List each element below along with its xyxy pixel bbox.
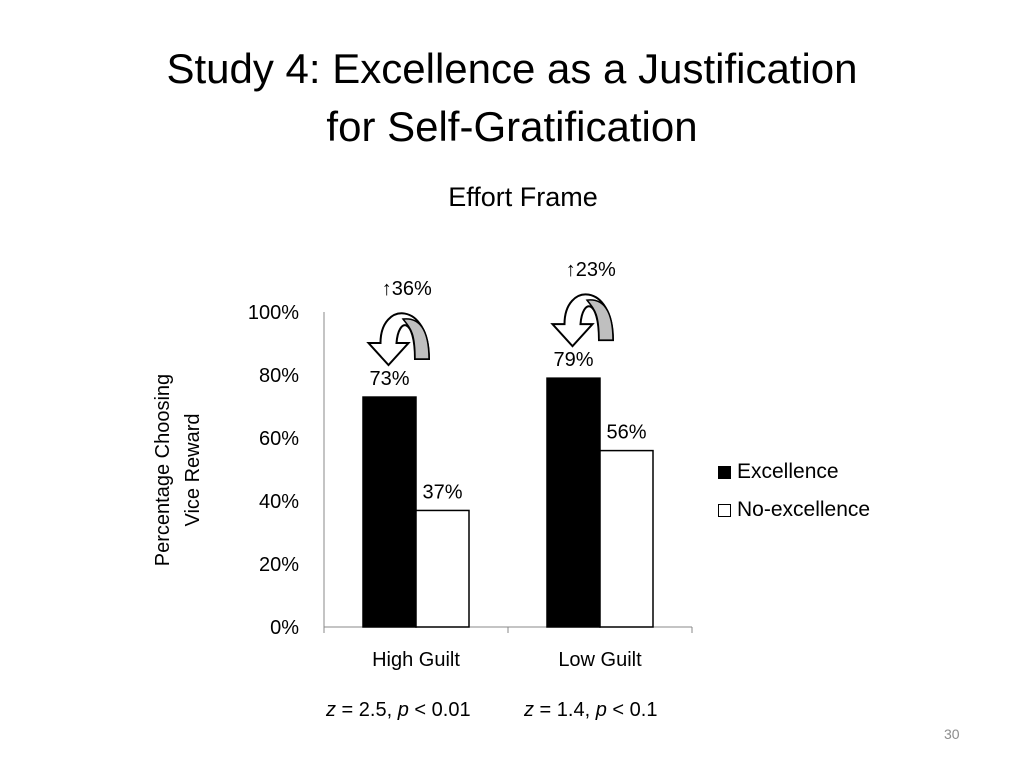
legend-item-no-excellence: No-excellence bbox=[718, 491, 870, 529]
slide-title-line-1: Study 4: Excellence as a Justification bbox=[166, 45, 858, 92]
y-tick-label: 20% bbox=[259, 554, 299, 576]
legend-label-no-excellence: No-excellence bbox=[737, 498, 871, 521]
chart-title: Effort Frame bbox=[448, 182, 598, 212]
data-label: 79% bbox=[553, 349, 593, 371]
curved-arrow bbox=[550, 293, 615, 348]
bar-excellence-high-guilt bbox=[362, 396, 417, 628]
stat-z-value: = 1.4, bbox=[534, 699, 596, 721]
legend-swatch-no-excellence bbox=[718, 503, 731, 517]
stat-z-symbol: z bbox=[524, 699, 534, 721]
data-label: 73% bbox=[369, 368, 409, 390]
y-tick-label: 60% bbox=[259, 428, 299, 450]
x-tick-label: Low Guilt bbox=[558, 649, 642, 671]
increase-annotation: ↑36% bbox=[382, 278, 432, 300]
legend-swatch-excellence bbox=[718, 465, 731, 479]
y-tick-label: 0% bbox=[270, 617, 299, 639]
y-tick-label: 80% bbox=[259, 365, 299, 387]
slide-title-line-2: for Self-Gratification bbox=[326, 103, 698, 150]
legend-label-excellence: Excellence bbox=[737, 460, 839, 483]
y-tick-label: 100% bbox=[248, 302, 299, 324]
data-label: 56% bbox=[606, 422, 646, 444]
stat-z-value: = 2.5, bbox=[336, 699, 398, 721]
stat-p-value: < 0.1 bbox=[606, 699, 658, 721]
slide-title: Study 4: Excellence as a Justification f… bbox=[0, 40, 1024, 156]
increase-annotation: ↑23% bbox=[566, 259, 616, 281]
curved-arrow bbox=[366, 312, 431, 367]
bar-no-excellence-high-guilt bbox=[415, 509, 470, 628]
curved-arrow-shade bbox=[585, 299, 614, 341]
data-label: 37% bbox=[422, 481, 462, 503]
page-number: 30 bbox=[944, 726, 960, 742]
stat-high-guilt: z = 2.5, p < 0.01 bbox=[326, 699, 471, 722]
curved-arrow-shade bbox=[401, 318, 430, 360]
stat-p-symbol: p bbox=[397, 699, 409, 721]
stat-p-symbol: p bbox=[595, 699, 607, 721]
legend-item-excellence: Excellence bbox=[718, 453, 870, 491]
legend: Excellence No-excellence bbox=[718, 453, 870, 529]
bar-excellence-low-guilt bbox=[546, 377, 601, 628]
stat-low-guilt: z = 1.4, p < 0.1 bbox=[524, 699, 657, 722]
bar-no-excellence-low-guilt bbox=[599, 449, 654, 628]
x-tick-label: High Guilt bbox=[372, 649, 460, 671]
y-tick-label: 40% bbox=[259, 491, 299, 513]
stat-z-symbol: z bbox=[326, 699, 336, 721]
stat-p-value: < 0.01 bbox=[408, 699, 471, 721]
